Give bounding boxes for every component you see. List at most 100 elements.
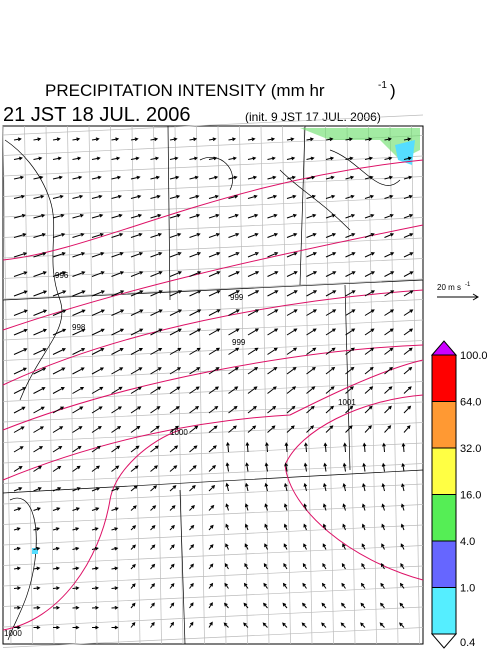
wind-arrow bbox=[111, 290, 125, 297]
wind-arrow bbox=[189, 367, 201, 375]
wind-arrow bbox=[325, 213, 336, 219]
wind-arrow bbox=[263, 602, 268, 609]
wind-arrow bbox=[13, 466, 23, 472]
wind-arrow bbox=[72, 348, 86, 355]
colorbar-top bbox=[430, 340, 458, 356]
wind-arrow bbox=[189, 563, 194, 570]
wind-arrow bbox=[302, 562, 307, 570]
wind-arrow bbox=[381, 503, 386, 511]
wind-arrow bbox=[52, 605, 61, 610]
wind-arrow bbox=[345, 213, 356, 219]
wind-arrow bbox=[189, 504, 195, 511]
wind-arrow bbox=[33, 446, 44, 453]
wind-arrow bbox=[72, 386, 85, 394]
wind-arrow bbox=[208, 232, 221, 238]
wind-arrow bbox=[228, 290, 240, 297]
wind-arrow bbox=[169, 367, 182, 375]
wind-arrow bbox=[264, 543, 268, 550]
wind-arrow bbox=[13, 252, 28, 258]
wind-arrow bbox=[345, 252, 356, 258]
wind-arrow bbox=[111, 586, 119, 590]
wind-arrow bbox=[340, 622, 346, 628]
init-time: (init. 9 JST 17 JUL. 2006) bbox=[245, 110, 381, 124]
wind-arrow bbox=[33, 586, 41, 590]
wind-arrow bbox=[325, 347, 336, 355]
wind-arrow bbox=[52, 625, 61, 630]
wind-arrow bbox=[267, 271, 279, 277]
contour-label: 999 bbox=[232, 338, 246, 347]
wind-arrow bbox=[33, 137, 42, 142]
wind-arrow bbox=[245, 462, 249, 472]
wind-arrow bbox=[362, 442, 367, 453]
wind-arrow bbox=[91, 445, 101, 453]
wind-arrow bbox=[247, 137, 256, 142]
grid-line bbox=[131, 125, 141, 645]
wind-arrow bbox=[264, 462, 269, 472]
wind-arrow bbox=[321, 622, 327, 628]
wind-arrow bbox=[302, 582, 307, 589]
wind-arrow bbox=[150, 525, 156, 531]
wind-arrow bbox=[342, 462, 347, 472]
wind-arrow bbox=[303, 462, 308, 472]
wind-arrow bbox=[243, 622, 249, 628]
wind-arrow bbox=[91, 328, 105, 336]
wind-arrow bbox=[91, 194, 103, 199]
wind-arrow bbox=[283, 482, 288, 492]
wind-arrow bbox=[400, 503, 405, 511]
wind-arrow bbox=[247, 194, 258, 199]
wind-arrow bbox=[286, 405, 296, 414]
wind-arrow bbox=[150, 194, 161, 199]
wind-arrow bbox=[228, 405, 238, 414]
wind-arrow bbox=[247, 309, 260, 316]
wind-arrow bbox=[306, 233, 317, 238]
wind-arrow bbox=[247, 425, 257, 433]
wind-arrow bbox=[345, 175, 355, 180]
wind-arrow bbox=[72, 252, 86, 258]
wind-arrow bbox=[286, 347, 298, 355]
wind-arrow bbox=[189, 621, 194, 628]
wind-arrow bbox=[72, 546, 80, 551]
wind-arrow bbox=[286, 232, 298, 238]
wind-arrow bbox=[267, 232, 279, 238]
wind-arrow bbox=[13, 566, 21, 571]
wind-arrow bbox=[225, 462, 230, 472]
wind-arrow bbox=[111, 232, 124, 238]
wind-arrow bbox=[208, 156, 218, 161]
wind-arrow bbox=[325, 156, 335, 161]
wind-arrow bbox=[384, 425, 392, 433]
wind-arrow bbox=[169, 252, 182, 258]
wind-arrow bbox=[91, 546, 99, 551]
wind-arrow bbox=[380, 602, 385, 609]
wind-arrow bbox=[403, 290, 414, 297]
colorbar-label: 0.4 bbox=[460, 637, 475, 649]
wind-arrow bbox=[208, 582, 214, 589]
wind-arrow bbox=[228, 425, 237, 433]
wind-arrow bbox=[228, 137, 237, 142]
wind-arrow bbox=[384, 252, 395, 258]
vector-legend-arrow bbox=[437, 293, 479, 301]
colorbar-label: 64.0 bbox=[460, 397, 481, 409]
wind-arrow bbox=[345, 386, 354, 394]
wind-arrow bbox=[403, 425, 411, 433]
wind-arrow bbox=[189, 544, 195, 550]
wind-arrow bbox=[286, 366, 297, 375]
colorbar-segment bbox=[431, 540, 457, 588]
wind-arrow bbox=[267, 425, 276, 433]
wind-arrow bbox=[169, 347, 182, 355]
wind-arrow bbox=[91, 625, 100, 630]
wind-arrow bbox=[384, 156, 393, 161]
wind-arrow bbox=[189, 271, 202, 277]
wind-arrow bbox=[72, 586, 80, 590]
wind-arrow bbox=[321, 582, 327, 589]
wind-arrow bbox=[111, 465, 120, 472]
wind-arrow bbox=[384, 233, 395, 238]
wind-arrow bbox=[403, 233, 414, 238]
grid-line bbox=[2, 114, 424, 136]
grid-line bbox=[303, 125, 313, 645]
wind-arrow bbox=[282, 582, 288, 589]
wind-arrow bbox=[72, 445, 82, 453]
wind-arrow bbox=[306, 271, 318, 277]
grid-line bbox=[282, 125, 291, 645]
wind-arrow bbox=[361, 543, 366, 550]
wind-arrow bbox=[228, 271, 240, 277]
